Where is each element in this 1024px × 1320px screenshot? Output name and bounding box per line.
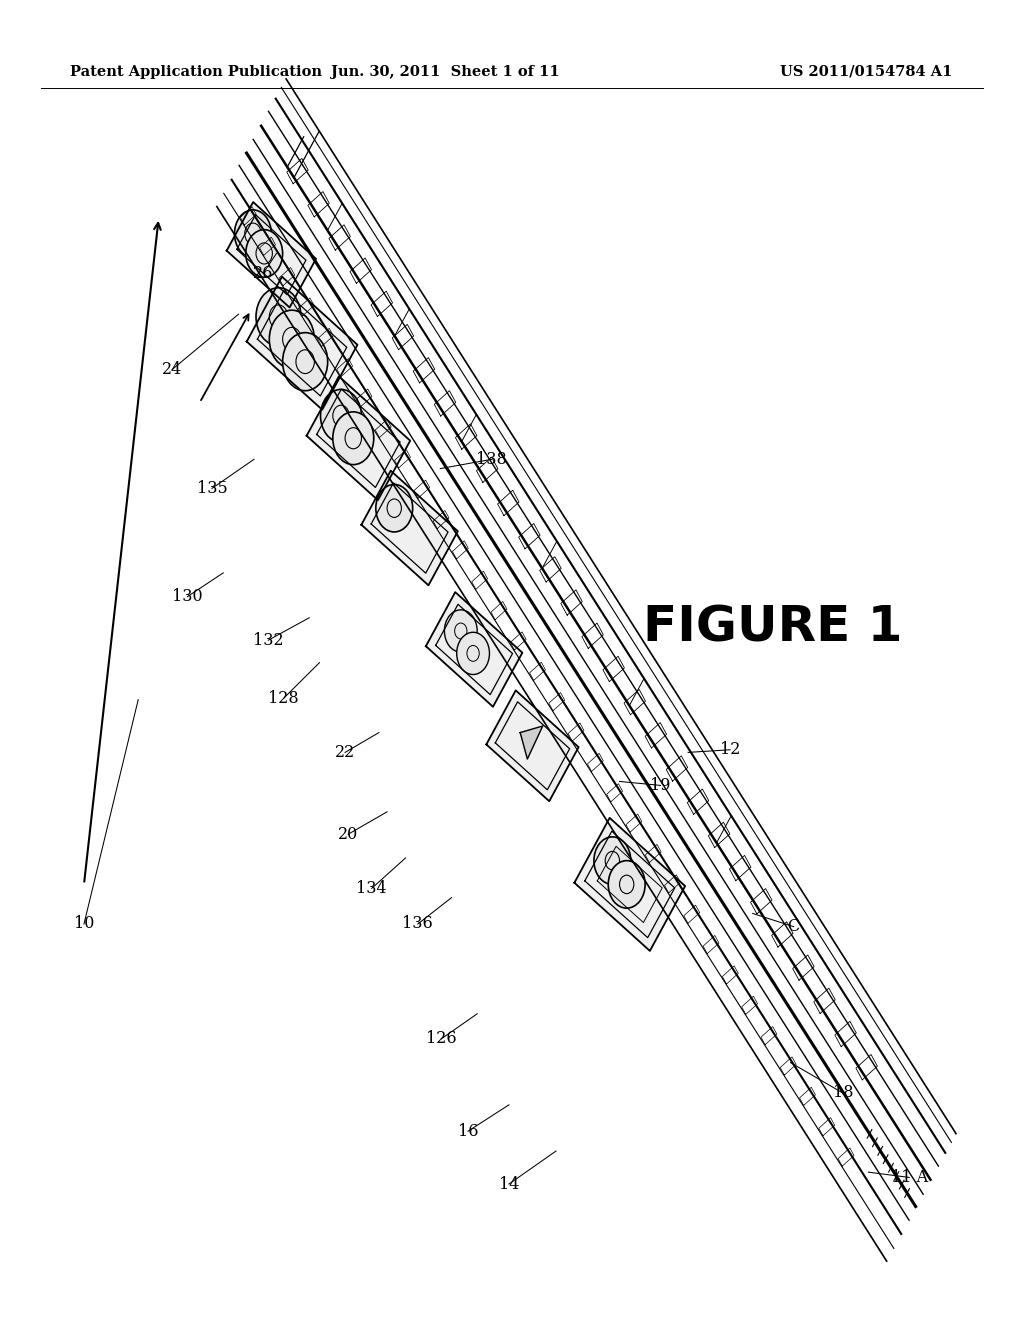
Text: 132: 132	[253, 632, 284, 648]
Text: 126: 126	[426, 1031, 457, 1047]
Circle shape	[608, 861, 645, 908]
Text: 24: 24	[162, 362, 182, 378]
Polygon shape	[486, 690, 579, 801]
Circle shape	[321, 389, 361, 442]
Text: 130: 130	[172, 589, 203, 605]
Circle shape	[457, 632, 489, 675]
Text: Patent Application Publication: Patent Application Publication	[70, 65, 322, 79]
Text: 26: 26	[253, 265, 273, 281]
Text: 20: 20	[338, 826, 358, 842]
Polygon shape	[361, 471, 458, 585]
Circle shape	[283, 333, 328, 391]
Text: 14: 14	[499, 1176, 519, 1192]
Text: 22: 22	[335, 744, 355, 760]
Polygon shape	[574, 818, 685, 950]
Circle shape	[269, 310, 314, 368]
Text: 138: 138	[476, 451, 507, 467]
Polygon shape	[520, 726, 543, 759]
Text: 10: 10	[74, 916, 94, 932]
Circle shape	[444, 610, 477, 652]
Text: 16: 16	[458, 1123, 478, 1139]
Circle shape	[256, 288, 301, 346]
Text: 136: 136	[402, 916, 433, 932]
Text: C: C	[787, 919, 800, 935]
Text: US 2011/0154784 A1: US 2011/0154784 A1	[780, 65, 952, 79]
Text: Jun. 30, 2011  Sheet 1 of 11: Jun. 30, 2011 Sheet 1 of 11	[331, 65, 560, 79]
Text: 12: 12	[720, 742, 740, 758]
Text: 128: 128	[268, 690, 299, 706]
Text: 19: 19	[650, 777, 671, 793]
Circle shape	[376, 484, 413, 532]
Text: 11 A: 11 A	[891, 1170, 928, 1185]
Polygon shape	[306, 376, 411, 500]
Text: FIGURE 1: FIGURE 1	[643, 603, 903, 651]
Polygon shape	[247, 277, 357, 409]
Text: 134: 134	[356, 880, 387, 896]
Polygon shape	[426, 593, 522, 706]
Polygon shape	[226, 202, 316, 308]
Circle shape	[594, 837, 631, 884]
Circle shape	[333, 412, 374, 465]
Text: 18: 18	[833, 1085, 853, 1101]
Circle shape	[246, 230, 283, 277]
Circle shape	[234, 210, 271, 257]
Text: 135: 135	[197, 480, 227, 496]
